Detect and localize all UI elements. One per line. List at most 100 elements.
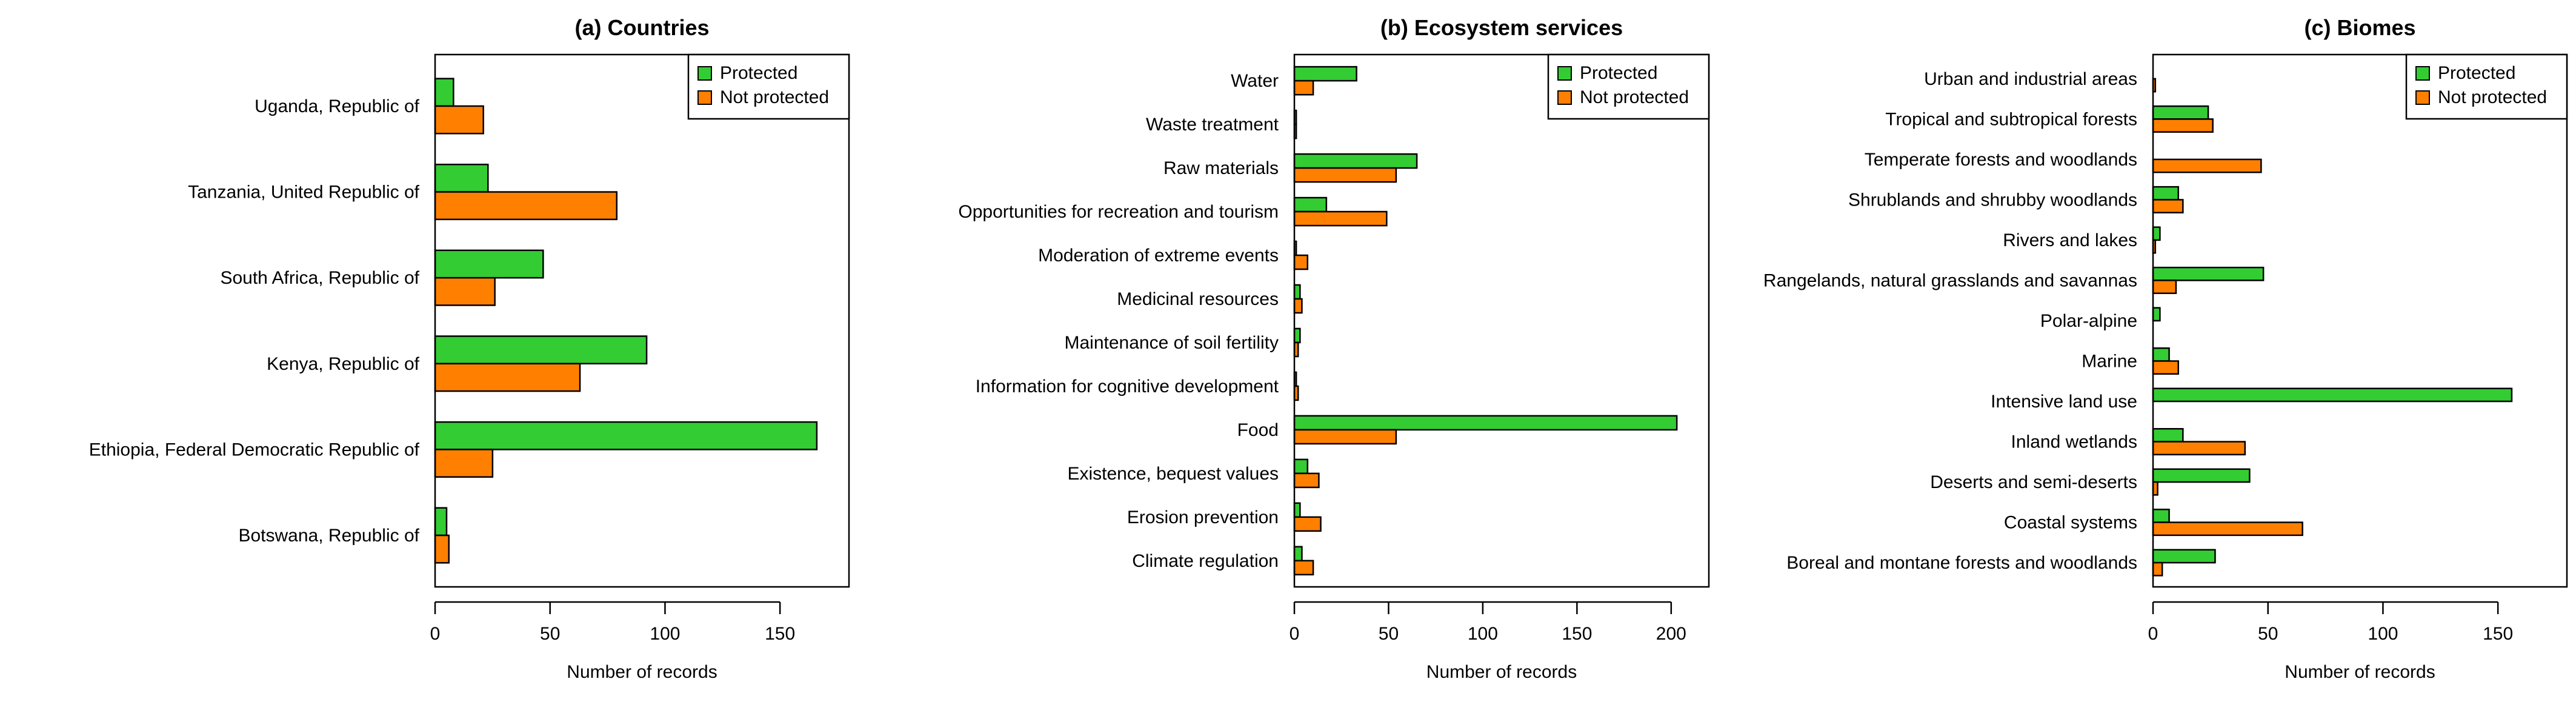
legend-swatch bbox=[1557, 90, 1572, 105]
category-label: Shrublands and shrubby woodlands bbox=[1848, 190, 2137, 210]
bar-not-protected bbox=[434, 534, 450, 564]
bar-protected bbox=[2152, 186, 2179, 201]
category-label: Moderation of extreme events bbox=[1038, 246, 1279, 266]
category-label: South Africa, Republic of bbox=[220, 268, 419, 288]
category-label: Climate regulation bbox=[1132, 551, 1279, 571]
bar-not-protected bbox=[2152, 441, 2246, 456]
bar-not-protected bbox=[434, 449, 494, 478]
bar-protected bbox=[2152, 226, 2161, 241]
bar-not-protected bbox=[2152, 199, 2184, 213]
bar-protected bbox=[434, 335, 648, 365]
category-label: Boreal and montane forests and woodlands bbox=[1786, 553, 2137, 573]
legend-label: Not protected bbox=[720, 87, 829, 107]
bar-not-protected bbox=[1293, 79, 1314, 96]
bar-protected bbox=[1293, 502, 1301, 518]
category-label: Intensive land use bbox=[1991, 392, 2137, 412]
bar-not-protected bbox=[1293, 167, 1397, 183]
bar-protected bbox=[2152, 428, 2184, 443]
category-label: Raw materials bbox=[1163, 158, 1279, 178]
x-tick-label: 150 bbox=[1562, 624, 1592, 644]
bar-protected bbox=[2152, 105, 2209, 120]
bar-protected bbox=[2152, 307, 2161, 322]
bar-not-protected bbox=[1293, 298, 1303, 314]
legend-swatch bbox=[697, 90, 712, 105]
x-axis-label: Number of records bbox=[567, 662, 717, 682]
x-tick-label: 50 bbox=[1379, 624, 1399, 644]
chart-title: (b) Ecosystem services bbox=[1380, 15, 1623, 40]
bar-protected bbox=[2152, 549, 2216, 564]
category-label: Erosion prevention bbox=[1127, 507, 1279, 527]
legend-label: Protected bbox=[720, 63, 797, 83]
legend-label: Not protected bbox=[1580, 87, 1689, 107]
legend: Protected Not protected bbox=[1547, 53, 1710, 120]
bar-protected bbox=[434, 507, 448, 537]
legend-label: Not protected bbox=[2438, 87, 2547, 107]
legend-box bbox=[1547, 53, 1710, 120]
category-label: Information for cognitive development bbox=[976, 376, 1279, 396]
bar-protected bbox=[2152, 468, 2251, 483]
bar-not-protected bbox=[434, 276, 496, 306]
x-tick-label: 50 bbox=[2258, 624, 2278, 644]
bar-protected bbox=[2152, 387, 2513, 403]
category-label: Rangelands, natural grasslands and savan… bbox=[1763, 270, 2137, 290]
category-label: Deserts and semi-deserts bbox=[1930, 472, 2137, 492]
bar-not-protected bbox=[1293, 210, 1388, 227]
bar-not-protected bbox=[2152, 158, 2262, 173]
category-label: Kenya, Republic of bbox=[267, 354, 419, 374]
bar-not-protected bbox=[1293, 254, 1309, 270]
chart-panel-3: (c) Biomes Urban and industrial areas Trop… bbox=[1763, 15, 2568, 682]
bar-not-protected bbox=[434, 191, 618, 221]
bar-not-protected bbox=[434, 105, 484, 135]
category-label: Polar-alpine bbox=[2040, 311, 2137, 331]
legend-box bbox=[2405, 53, 2568, 120]
bar-protected bbox=[1293, 284, 1301, 300]
bar-not-protected bbox=[2152, 118, 2214, 133]
category-label: Urban and industrial areas bbox=[1924, 69, 2137, 89]
plot-frame bbox=[1293, 53, 1710, 588]
chart-panel-1: (a) Countries Uganda, Republic of Tanzania… bbox=[89, 15, 850, 682]
bar-not-protected bbox=[1293, 429, 1397, 445]
x-tick-label: 200 bbox=[1656, 624, 1686, 644]
bar-protected bbox=[1293, 327, 1301, 344]
chart-panel-2: (b) Ecosystem services Water Waste treatme… bbox=[958, 15, 1710, 682]
x-axis-label: Number of records bbox=[1426, 662, 1577, 682]
category-label: Tropical and subtropical forests bbox=[1885, 109, 2137, 129]
chart-title: (c) Biomes bbox=[2304, 15, 2415, 40]
bar-protected bbox=[434, 421, 818, 450]
category-label: Ethiopia, Federal Democratic Republic of bbox=[89, 440, 420, 460]
category-label: Existence, bequest values bbox=[1067, 464, 1279, 484]
bar-not-protected bbox=[2152, 279, 2177, 295]
legend: Protected Not protected bbox=[2405, 53, 2568, 120]
x-tick-label: 0 bbox=[2148, 624, 2158, 644]
plot-frame bbox=[434, 53, 850, 588]
x-tick-label: 50 bbox=[540, 624, 560, 644]
x-axis-label: Number of records bbox=[2285, 662, 2435, 682]
x-tick-label: 100 bbox=[650, 624, 680, 644]
bar-protected bbox=[2152, 347, 2170, 362]
category-label: Coastal systems bbox=[2004, 513, 2137, 533]
category-label: Rivers and lakes bbox=[2003, 230, 2137, 250]
x-tick-label: 0 bbox=[430, 624, 441, 644]
category-label: Maintenance of soil fertility bbox=[1065, 333, 1279, 353]
category-label: Inland wetlands bbox=[2011, 432, 2137, 452]
bar-not-protected bbox=[2152, 561, 2163, 577]
legend-label: Protected bbox=[1580, 63, 1657, 83]
category-label: Temperate forests and woodlands bbox=[1865, 150, 2137, 170]
bar-protected bbox=[2152, 509, 2170, 523]
category-label: Uganda, Republic of bbox=[255, 96, 420, 116]
bar-not-protected bbox=[1293, 516, 1322, 532]
bar-protected bbox=[1293, 153, 1418, 169]
legend-swatch bbox=[697, 66, 712, 81]
legend-box bbox=[687, 53, 850, 120]
category-label: Food bbox=[1237, 420, 1279, 440]
category-label: Waste treatment bbox=[1146, 115, 1279, 135]
x-tick-label: 150 bbox=[765, 624, 795, 644]
category-label: Water bbox=[1231, 71, 1279, 91]
bar-not-protected bbox=[434, 363, 581, 392]
category-label: Medicinal resources bbox=[1117, 289, 1279, 309]
legend-label: Protected bbox=[2438, 63, 2515, 83]
bar-protected bbox=[1293, 196, 1328, 213]
bar-protected bbox=[434, 249, 544, 279]
category-label: Opportunities for recreation and tourism bbox=[958, 202, 1279, 222]
legend-swatch bbox=[2415, 90, 2430, 105]
